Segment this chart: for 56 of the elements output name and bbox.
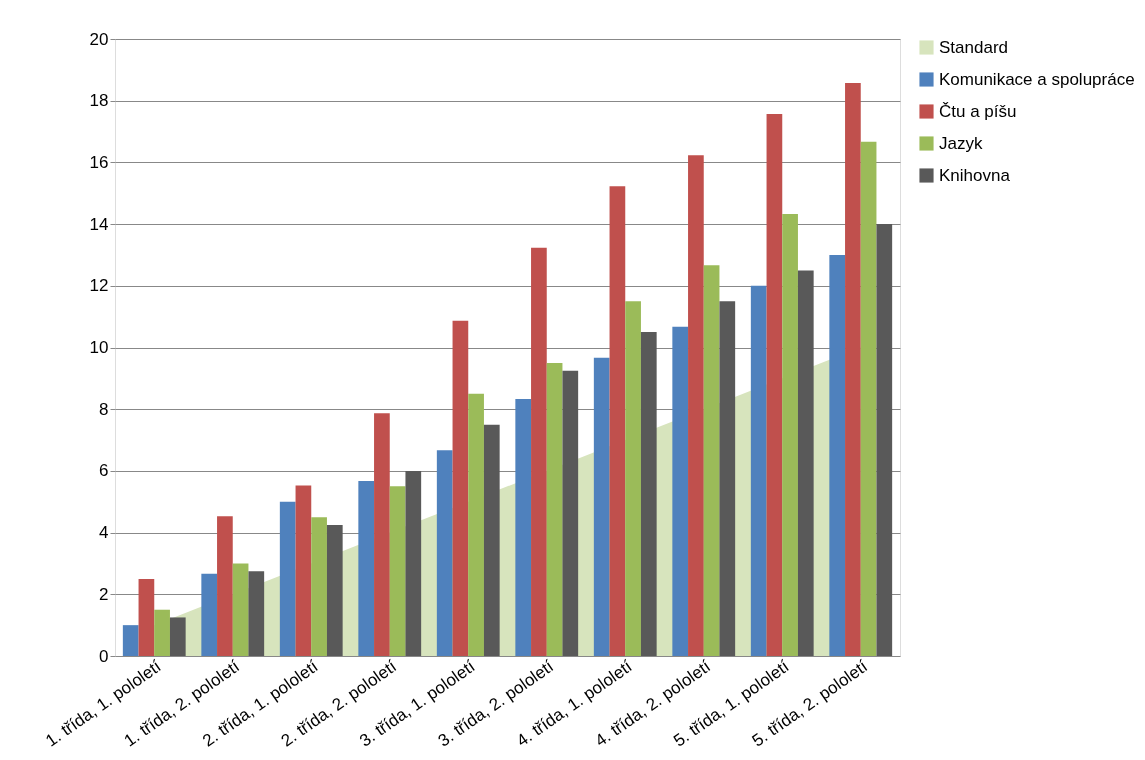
y-tick-label: 16 xyxy=(89,152,109,172)
bar xyxy=(876,224,893,656)
bar xyxy=(531,247,547,656)
y-tick-label: 12 xyxy=(89,276,109,296)
bar xyxy=(860,141,877,656)
bar xyxy=(546,362,563,656)
y-tick-label: 6 xyxy=(99,461,109,481)
legend-label: Standard xyxy=(939,37,1008,57)
legend-label: Jazyk xyxy=(939,133,983,153)
bar xyxy=(232,563,249,656)
bar xyxy=(154,609,170,656)
bar xyxy=(640,332,657,656)
y-tick-label: 20 xyxy=(89,29,109,49)
bar xyxy=(593,357,610,656)
bar xyxy=(750,285,767,656)
y-tick-label: 2 xyxy=(99,584,109,604)
bar xyxy=(138,578,155,656)
bar xyxy=(169,617,186,656)
bar xyxy=(248,571,265,656)
bar xyxy=(279,501,296,656)
bar xyxy=(609,186,626,656)
bar xyxy=(326,524,343,656)
y-tick-label: 0 xyxy=(99,646,109,666)
y-tick-label: 14 xyxy=(89,214,109,234)
bar xyxy=(845,83,861,656)
bar xyxy=(452,320,469,656)
bar xyxy=(703,265,720,656)
bar xyxy=(688,155,704,656)
bar xyxy=(405,470,422,656)
legend-label: Čtu a píšu xyxy=(939,101,1017,121)
bar xyxy=(374,413,390,656)
y-tick-label: 18 xyxy=(89,91,109,111)
legend-label: Knihovna xyxy=(939,165,1011,185)
bar xyxy=(483,424,500,656)
bar xyxy=(562,370,579,656)
bar xyxy=(625,301,641,656)
bar xyxy=(766,113,783,656)
bar xyxy=(311,517,327,656)
bar xyxy=(122,625,139,656)
bar xyxy=(782,213,798,656)
bar xyxy=(719,301,736,656)
bar xyxy=(797,270,814,656)
bar xyxy=(217,516,233,656)
bar xyxy=(201,573,218,656)
bar xyxy=(515,399,532,656)
y-tick-label: 8 xyxy=(99,399,109,419)
bar xyxy=(468,393,484,656)
bar xyxy=(829,254,846,656)
bar xyxy=(389,486,406,656)
y-tick-label: 10 xyxy=(89,338,109,357)
bar xyxy=(436,450,453,656)
y-tick-label: 4 xyxy=(99,523,109,543)
bar xyxy=(358,481,375,656)
bar xyxy=(672,326,689,656)
bar xyxy=(295,485,312,656)
legend-label: Komunikace a spolupráce xyxy=(939,69,1135,89)
